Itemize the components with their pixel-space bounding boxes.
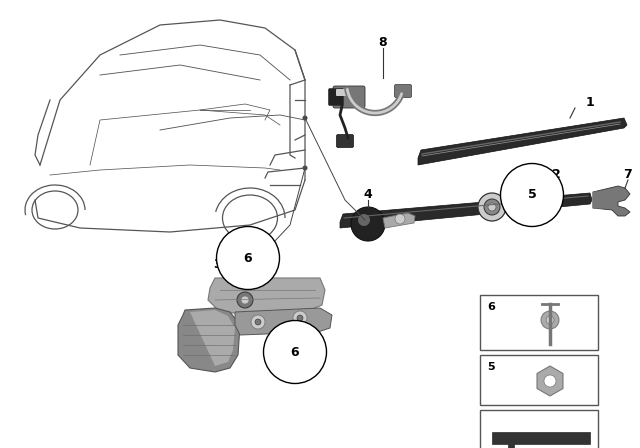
Bar [480, 355, 598, 405]
Circle shape [241, 296, 249, 304]
Polygon shape [492, 432, 590, 448]
Bar [480, 295, 598, 350]
Polygon shape [208, 278, 325, 315]
FancyBboxPatch shape [333, 86, 365, 108]
Circle shape [303, 116, 307, 121]
Text: 7: 7 [623, 168, 632, 181]
FancyBboxPatch shape [336, 89, 348, 96]
Polygon shape [190, 310, 235, 366]
Circle shape [351, 207, 385, 241]
Bar [480, 410, 598, 448]
FancyBboxPatch shape [593, 191, 604, 208]
Text: 4: 4 [364, 189, 372, 202]
Circle shape [255, 319, 261, 325]
Circle shape [478, 193, 506, 221]
Circle shape [546, 316, 554, 324]
FancyBboxPatch shape [328, 89, 344, 105]
Polygon shape [178, 308, 240, 372]
Circle shape [237, 292, 253, 308]
Text: 6: 6 [487, 302, 495, 312]
Circle shape [251, 315, 265, 329]
Text: 5: 5 [527, 189, 536, 202]
Polygon shape [383, 213, 415, 228]
Circle shape [541, 311, 559, 329]
Text: 5: 5 [487, 362, 495, 372]
FancyBboxPatch shape [394, 85, 412, 98]
Text: 1: 1 [586, 96, 595, 109]
FancyBboxPatch shape [337, 134, 353, 147]
Circle shape [488, 203, 496, 211]
Polygon shape [235, 308, 332, 335]
Text: 3: 3 [214, 258, 222, 271]
Text: 2: 2 [552, 168, 561, 181]
Circle shape [544, 375, 556, 387]
Circle shape [395, 214, 405, 224]
Circle shape [358, 214, 370, 226]
Polygon shape [537, 366, 563, 396]
Circle shape [297, 315, 303, 321]
Text: 6: 6 [291, 345, 300, 358]
Polygon shape [593, 186, 630, 216]
Text: 8: 8 [379, 35, 387, 48]
Circle shape [484, 199, 500, 215]
Circle shape [293, 311, 307, 325]
Circle shape [303, 165, 307, 171]
Polygon shape [340, 193, 592, 228]
Text: 6: 6 [244, 251, 252, 264]
Polygon shape [418, 118, 627, 165]
